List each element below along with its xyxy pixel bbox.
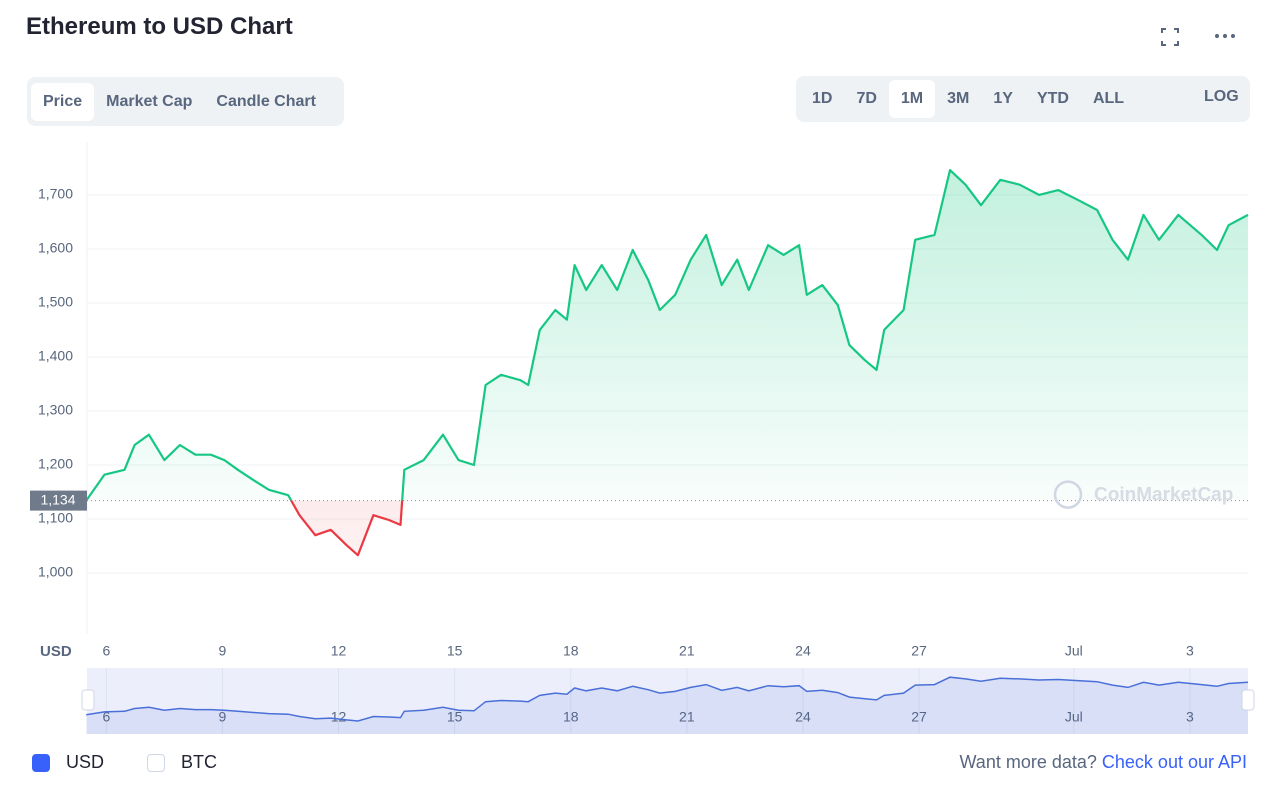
y-tick-label: 1,300 [38, 402, 73, 418]
checkbox-label: USD [66, 752, 105, 772]
checkbox-usd[interactable]: USD [32, 752, 104, 773]
tab[interactable]: Market Cap [106, 92, 193, 110]
navigator-tick-label: 21 [679, 709, 695, 725]
tab[interactable]: Price [31, 82, 95, 121]
navigator-area [86, 677, 1249, 734]
range-button[interactable]: 1M [888, 80, 936, 118]
x-tick-label: 18 [563, 643, 579, 659]
range-button[interactable]: 1Y [993, 90, 1013, 107]
range-button[interactable]: 1D [812, 90, 833, 107]
range-button[interactable]: ALL [1092, 90, 1125, 107]
log-button[interactable]: LOG [1204, 88, 1239, 105]
range-group: 1D 7D 1M 3M 1Y YTD ALL [796, 76, 1250, 122]
navigator-tick-label: Jul [1065, 709, 1083, 725]
range-button[interactable]: 7D [856, 90, 877, 107]
tab-group: Price Market Cap Candle Chart [27, 77, 344, 126]
x-tick-label: Jul [1065, 643, 1083, 659]
price-area [86, 170, 1249, 556]
y-tick-label: 1,100 [38, 510, 73, 526]
y-tick-label: 1,200 [38, 456, 73, 472]
x-tick-label: 15 [447, 643, 463, 659]
y-tick-label: 1,400 [38, 348, 73, 364]
api-link[interactable]: Check out our API [1101, 752, 1247, 772]
x-tick-label: 9 [219, 643, 227, 659]
navigator-handles[interactable] [81, 689, 1255, 711]
y-tick-label: 1,500 [38, 294, 73, 310]
navigator-line [86, 676, 1249, 722]
api-prompt: Want more data? Check out our API [959, 752, 1247, 773]
fullscreen-icon[interactable] [1161, 28, 1179, 46]
navigator-tick-label: 27 [911, 709, 927, 725]
y-tick-label: 1,700 [38, 186, 73, 202]
navigator-tick-label: 24 [795, 709, 811, 725]
more-icon[interactable] [1215, 34, 1235, 38]
navigator-tick-label: 3 [1186, 709, 1194, 725]
navigator-tick-label: 12 [331, 709, 347, 725]
baseline-label: 1,134 [40, 491, 75, 507]
x-tick-label: 21 [679, 643, 695, 659]
x-tick-label: 12 [331, 643, 347, 659]
navigator-tick-label: 15 [447, 709, 463, 725]
x-tick-label: 3 [1186, 643, 1194, 659]
watermark: CoinMarketCap [1094, 485, 1233, 506]
tab[interactable]: Candle Chart [216, 92, 316, 110]
navigator-tick-label: 18 [563, 709, 579, 725]
x-tick-label: 24 [795, 643, 811, 659]
x-tick-label: 27 [911, 643, 927, 659]
prompt-text: Want more data? [959, 752, 1097, 772]
navigator-tick-label: 6 [102, 709, 110, 725]
baseline-label-bg [30, 490, 87, 511]
checkbox-btc[interactable]: BTC [147, 752, 217, 773]
x-tick-label: 6 [102, 643, 110, 659]
checkbox[interactable] [147, 753, 165, 772]
checkbox-label: BTC [181, 752, 217, 772]
y-tick-label: 1,600 [38, 240, 73, 256]
watermark-logo [1053, 480, 1083, 509]
checkbox[interactable] [32, 753, 50, 772]
page-title: Ethereum to USD Chart [26, 13, 293, 40]
navigator-tick-label: 9 [219, 709, 227, 725]
y-tick-label: 1,000 [38, 564, 73, 580]
range-button[interactable]: YTD [1036, 90, 1069, 107]
axis-unit: USD [40, 643, 72, 660]
range-button[interactable]: 3M [947, 90, 970, 107]
price-line [85, 169, 1249, 557]
